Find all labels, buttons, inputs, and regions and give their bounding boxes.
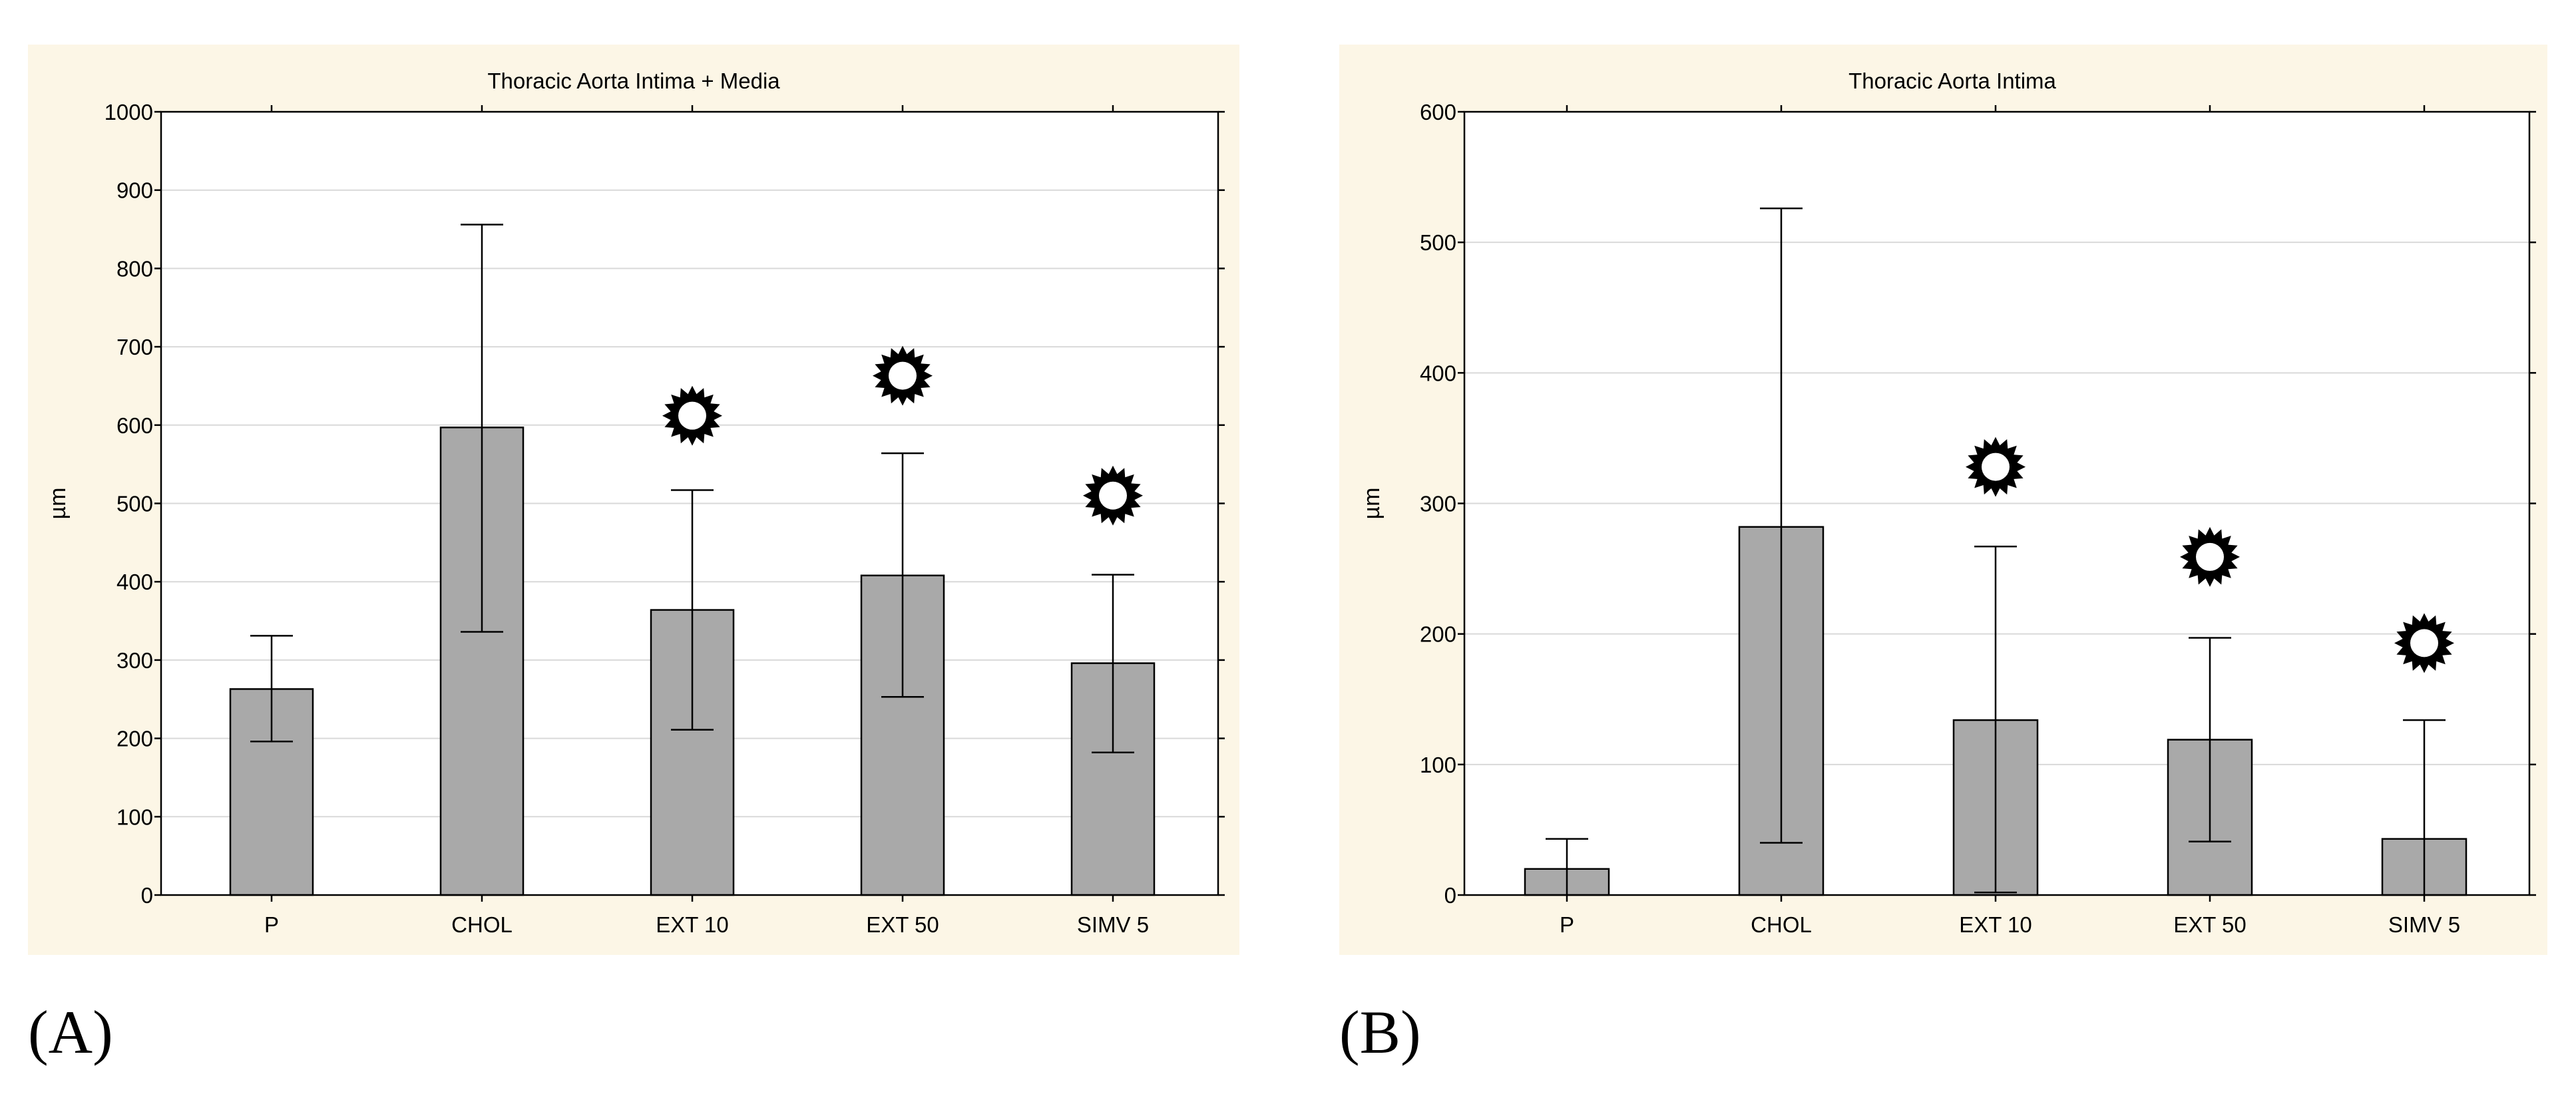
y-axis-label: µm bbox=[45, 488, 71, 520]
chart-b: 0 100 200 300 400 500 600 P CHOL EXT 10 EXT 50 SIMV… bbox=[1359, 69, 2536, 937]
significance-marker bbox=[662, 385, 722, 446]
x-tick-label: EXT 50 bbox=[2173, 912, 2246, 937]
panel-label-b: (B) bbox=[1339, 998, 1421, 1066]
y-tick-label: 800 bbox=[116, 256, 153, 281]
x-tick-label: CHOL bbox=[451, 912, 513, 937]
significance-hole bbox=[1099, 481, 1127, 510]
y-tick-label: 500 bbox=[1420, 230, 1456, 255]
x-tick-label: SIMV 5 bbox=[1077, 912, 1149, 937]
x-tick-label: EXT 10 bbox=[1959, 912, 2032, 937]
panel-label-a: (A) bbox=[28, 998, 113, 1066]
y-tick-label: 0 bbox=[1444, 883, 1456, 908]
x-tick-label: CHOL bbox=[1751, 912, 1812, 937]
x-tick-label: EXT 10 bbox=[656, 912, 728, 937]
x-tick-label: P bbox=[264, 912, 279, 937]
significance-marker bbox=[1083, 465, 1143, 526]
x-tick-label: EXT 50 bbox=[866, 912, 939, 937]
y-tick-label: 300 bbox=[1420, 492, 1456, 516]
chart-title: Thoracic Aorta Intima + Media bbox=[487, 69, 780, 93]
significance-hole bbox=[2410, 629, 2438, 657]
x-tick-label: SIMV 5 bbox=[2388, 912, 2460, 937]
y-tick-label: 400 bbox=[1420, 361, 1456, 385]
y-tick-label: 1000 bbox=[105, 100, 153, 124]
y-tick-label: 700 bbox=[116, 335, 153, 359]
y-tick-label: 600 bbox=[116, 413, 153, 438]
y-tick-label: 900 bbox=[116, 178, 153, 203]
significance-hole bbox=[1982, 453, 2010, 481]
y-axis-label: µm bbox=[1359, 488, 1385, 520]
y-tick-label: 200 bbox=[116, 727, 153, 751]
y-tick-label: 500 bbox=[116, 492, 153, 516]
x-tick-label: P bbox=[1560, 912, 1574, 937]
significance-marker bbox=[873, 345, 933, 406]
y-tick-label: 100 bbox=[116, 805, 153, 829]
y-tick-label: 600 bbox=[1420, 100, 1456, 124]
y-tick-label: 300 bbox=[116, 648, 153, 673]
y-tick-label: 100 bbox=[1420, 753, 1456, 777]
significance-marker bbox=[2394, 613, 2454, 673]
significance-hole bbox=[889, 361, 917, 390]
y-tick-label: 0 bbox=[141, 883, 153, 908]
significance-hole bbox=[2196, 542, 2224, 571]
y-tick-label: 200 bbox=[1420, 622, 1456, 647]
significance-hole bbox=[678, 401, 706, 430]
y-tick-label: 400 bbox=[116, 570, 153, 594]
chart-a: 0 100 200 300 400 500 600 700 800 900 1000 P CHOL EXT… bbox=[45, 69, 1225, 937]
significance-marker bbox=[2180, 526, 2240, 587]
significance-marker bbox=[1966, 437, 2026, 497]
chart-title: Thoracic Aorta Intima bbox=[1848, 69, 2056, 93]
